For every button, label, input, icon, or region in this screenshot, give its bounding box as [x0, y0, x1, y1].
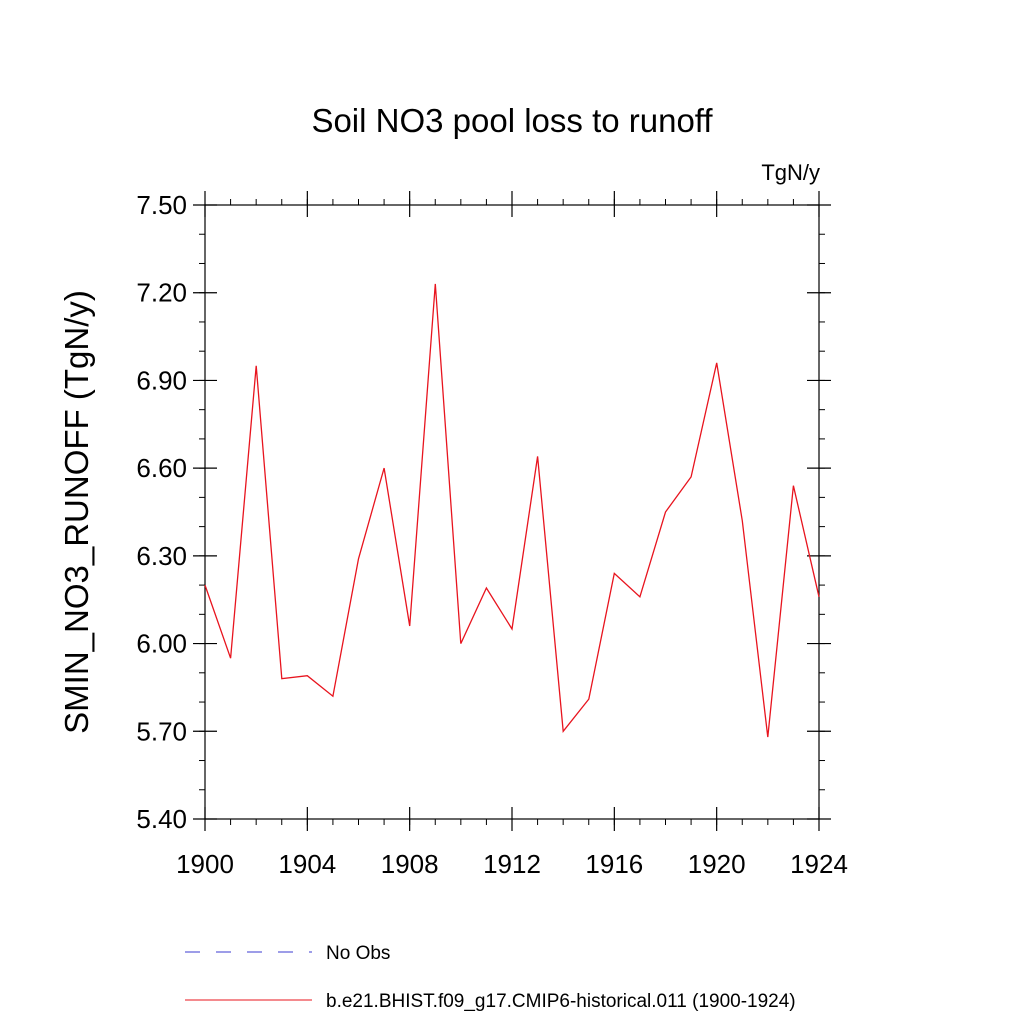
- plot-frame: [204, 204, 820, 820]
- x-tick-label: 1900: [176, 849, 234, 879]
- y-axis-label: SMIN_NO3_RUNOFF (TgN/y): [58, 290, 95, 734]
- y-tick-label: 6.60: [136, 453, 187, 483]
- y-tick-label: 7.50: [136, 190, 187, 220]
- x-tick-label: 1916: [585, 849, 643, 879]
- y-tick-label: 6.90: [136, 365, 187, 395]
- y-tick-label: 6.00: [136, 629, 187, 659]
- legend-label-0: No Obs: [326, 943, 390, 964]
- units-label: TgN/y: [761, 160, 820, 185]
- x-tick-label: 1904: [278, 849, 336, 879]
- y-tick-label: 6.30: [136, 541, 187, 571]
- series-line-1: [204, 283, 820, 738]
- chart-title: Soil NO3 pool loss to runoff: [311, 102, 713, 139]
- legend: No Obs b.e21.BHIST.f09_g17.CMIP6-historic…: [185, 943, 796, 1012]
- x-tick-label: 1908: [381, 849, 439, 879]
- series-layer: [204, 283, 820, 738]
- y-tick-label: 7.20: [136, 278, 187, 308]
- axis-ticks: 5.40 5.70 6.00 6.30 6.60 6.90 7.20 7.50 1900 1904…: [136, 190, 848, 879]
- y-tick-label: 5.70: [136, 716, 187, 746]
- y-tick-label: 5.40: [136, 804, 187, 834]
- x-tick-label: 1912: [483, 849, 541, 879]
- legend-label-1: b.e21.BHIST.f09_g17.CMIP6-historical.011…: [326, 991, 796, 1012]
- x-tick-label: 1920: [688, 849, 746, 879]
- x-tick-label: 1924: [790, 849, 848, 879]
